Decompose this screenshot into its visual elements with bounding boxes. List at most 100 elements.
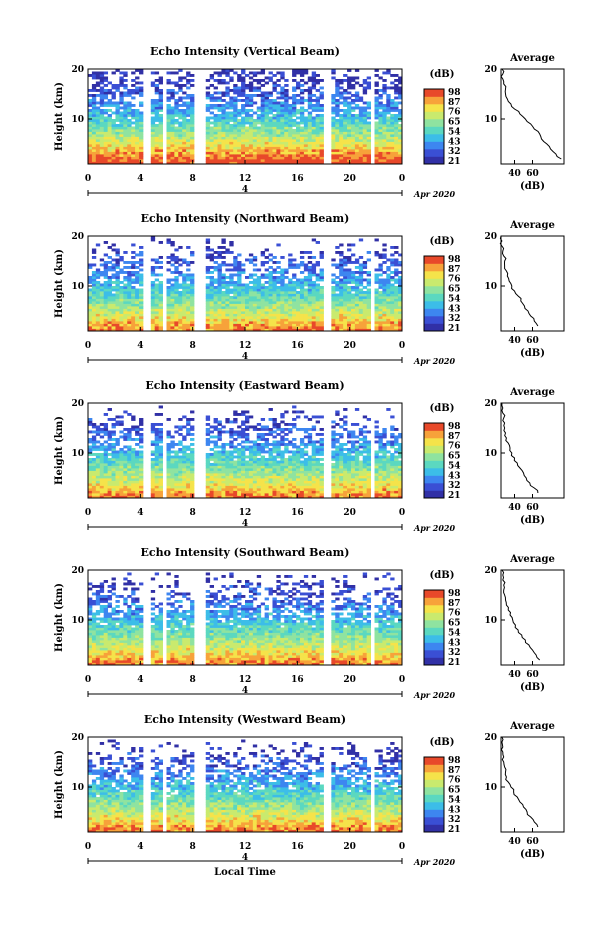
heatmap-cell [190,273,195,277]
heatmap-cell [237,293,242,297]
heatmap-cell [354,296,360,299]
heatmap-cell [150,106,156,110]
heatmap-cell [362,298,368,302]
heatmap-cell [264,261,269,264]
heatmap-cell [182,119,187,122]
heatmap-cell [347,141,352,145]
heatmap-cell [99,465,105,469]
heatmap-cell [209,435,215,439]
heatmap-cell [170,154,175,157]
heatmap-cell [256,288,262,292]
heatmap-cell [280,161,285,165]
heatmap-cell [127,146,132,150]
heatmap-cell [139,485,144,489]
heatmap-cell [205,79,211,82]
heatmap-cell [88,448,93,451]
heatmap-cell [229,156,234,160]
heatmap-cell [343,119,348,122]
heatmap-cell [154,109,160,112]
heatmap-cell [390,293,395,297]
x-tick-label: 12 [239,174,252,184]
heatmap-cell [158,488,163,491]
heatmap-cell [158,301,163,304]
heatmap-cell [209,149,215,152]
heatmap-cell [103,276,109,279]
heatmap-cell [390,104,395,107]
heatmap-cell [150,298,156,302]
heatmap-cell [394,134,399,137]
heatmap-cell [123,141,128,145]
heatmap-cell [331,111,336,115]
heatmap-cell [398,161,403,165]
heatmap-cell [260,91,266,95]
heatmap-cell [95,124,101,127]
heatmap-cell [272,144,277,147]
heatmap-cell [135,156,140,160]
heatmap-cell [350,311,356,314]
avg-y-tick-label: 10 [484,115,497,125]
heatmap-cell [131,475,136,479]
heatmap-cell [174,465,179,469]
heatmap-cell [354,293,360,297]
heatmap-cell [209,440,215,444]
heatmap-cell [91,121,97,125]
heatmap-cell [99,131,105,135]
heatmap-cell [178,104,183,107]
heatmap-cell [178,440,183,444]
heatmap-cell [296,84,301,87]
heatmap-cell [354,161,360,165]
heatmap-cell [382,156,387,160]
heatmap-cell [315,106,320,110]
heatmap-cell [280,116,285,120]
heatmap-cell [350,156,356,160]
heatmap-cell [233,303,238,307]
heatmap-cell [354,141,360,145]
heatmap-cell [303,296,309,299]
heatmap-cell [382,306,387,309]
heatmap-cell [288,293,293,297]
heatmap-cell [91,495,97,499]
heatmap-cell [233,448,238,451]
heatmap-cell [166,445,171,449]
heatmap-cell [115,465,120,469]
heatmap-cell [347,144,352,147]
heatmap-cell [115,276,120,279]
heatmap-cell [182,458,187,461]
heatmap-cell [186,306,191,309]
heatmap-cell [272,328,277,332]
heatmap-cell [276,159,281,162]
heatmap-cell [288,301,293,304]
heatmap-cell [127,455,132,459]
heatmap-cell [311,266,317,269]
heatmap-cell [190,425,195,429]
heatmap-cell [299,306,305,309]
heatmap-cell [299,286,305,289]
heatmap-cell [119,326,124,329]
heatmap-cell [95,76,101,80]
heatmap-cell [221,468,226,471]
heatmap-cell [217,144,222,147]
heatmap-cell [252,136,258,140]
heatmap-cell [95,131,101,135]
heatmap-cell [205,248,211,252]
heatmap-cell [99,129,105,132]
heatmap-cell [350,328,356,332]
heatmap-cell [315,131,320,135]
heatmap-cell [91,119,97,122]
heatmap-cell [288,126,293,130]
heatmap-cell [315,323,320,327]
heatmap-cell [119,256,124,259]
heatmap-cell [386,156,391,160]
heatmap-cell [398,119,403,122]
avg-x-tick-label: 40 [508,336,521,346]
heatmap-cell [280,323,285,327]
heatmap-cell [139,303,144,307]
heatmap-cell [233,480,238,484]
heatmap-cell [354,129,360,132]
heatmap-cell [103,455,109,459]
heatmap-cell [115,301,120,304]
heatmap-cell [190,296,195,299]
heatmap-cell [166,296,171,299]
heatmap-cell [139,328,144,332]
heatmap-cell [390,326,395,329]
